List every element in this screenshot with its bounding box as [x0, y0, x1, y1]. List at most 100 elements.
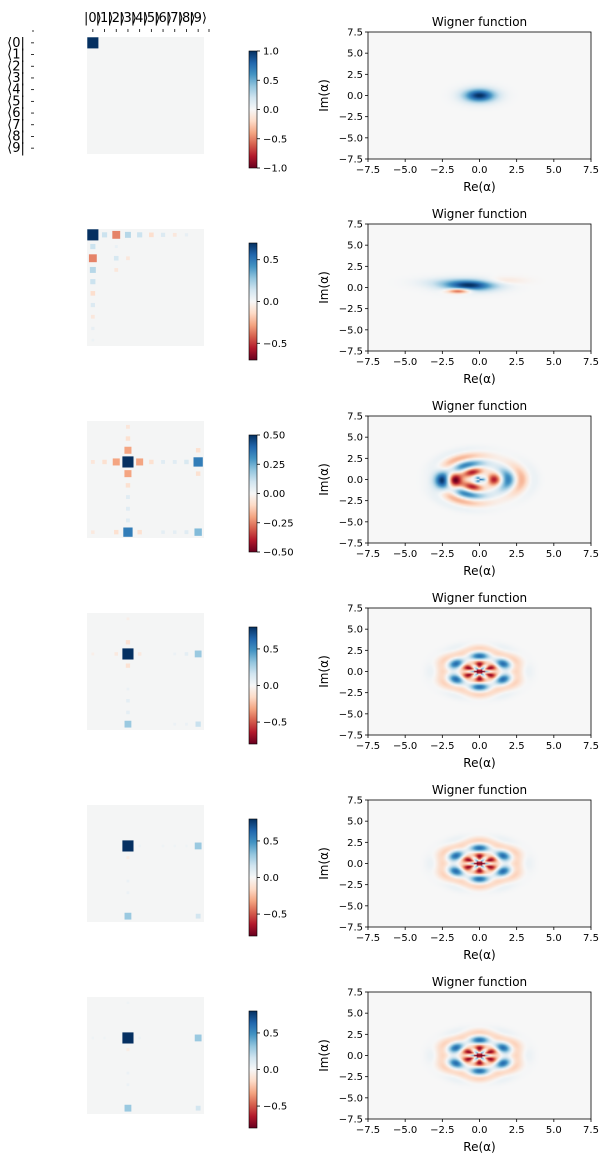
y-tick-label: 2.5 [347, 262, 363, 273]
bra-label: ⟨3| [7, 71, 25, 86]
hinton-square [124, 470, 132, 478]
bra-label: ⟨9| [7, 141, 25, 156]
x-tick-label: −5.0 [393, 165, 417, 176]
y-tick-label: 0.0 [347, 91, 363, 102]
wigner-xlabel: Re(α) [463, 180, 495, 194]
colorbar-tick-label: −1.0 [263, 164, 287, 175]
wigner-title: Wigner function [432, 975, 527, 989]
hinton-square [185, 844, 188, 848]
colorbar-tick-label: −0.5 [263, 718, 287, 729]
y-tick-label: 5.0 [347, 625, 363, 636]
hinton-square [126, 495, 130, 499]
y-tick-label: −7.5 [339, 539, 363, 550]
hinton-square [90, 291, 96, 296]
x-tick-label: 0.0 [472, 1125, 488, 1136]
wigner-plot: Wigner function Re(α) Im(α) −7.5 −5.0 −2.5 0.0… [317, 975, 599, 1154]
wigner-ylabel: Im(α) [317, 1039, 331, 1072]
colorbar-tick-label: 0.5 [263, 255, 279, 266]
ket-label: |3⟩ [119, 11, 137, 26]
colorbar-tick-label: −0.50 [263, 548, 294, 559]
hinton-square [126, 424, 130, 429]
hinton-square [125, 436, 131, 441]
x-tick-label: −2.5 [430, 165, 454, 176]
x-tick-label: −2.5 [430, 549, 454, 560]
x-tick-label: 7.5 [583, 357, 599, 368]
ket-label: |5⟩ [142, 11, 160, 26]
colorbar: 0.5 0.0 −0.5 [248, 1010, 287, 1129]
y-tick-label: −5.0 [339, 325, 363, 336]
colorbar-tick-label: 0.0 [263, 873, 279, 884]
hinton-square [89, 266, 96, 273]
ket-label: |7⟩ [166, 11, 184, 26]
x-tick-label: −2.5 [430, 1125, 454, 1136]
hinton-square [184, 233, 189, 237]
hinton-square [91, 530, 95, 534]
y-tick-label: −7.5 [339, 923, 363, 934]
ket-label: |8⟩ [178, 11, 196, 26]
y-tick-label: 7.5 [347, 988, 363, 999]
wigner-title: Wigner function [432, 15, 527, 29]
hinton-square [126, 256, 130, 261]
hinton-square [103, 1036, 106, 1040]
wigner-plot: Wigner function Re(α) Im(α) −7.5 −5.0 −2.5 0.0… [317, 591, 599, 770]
y-tick-label: 7.5 [347, 604, 363, 615]
bra-label: ⟨1| [7, 48, 25, 63]
x-tick-label: 7.5 [583, 165, 599, 176]
hinton-square [184, 530, 189, 535]
hinton-square [193, 457, 203, 467]
y-tick-label: 5.0 [347, 49, 363, 60]
hinton-square [195, 1105, 201, 1111]
y-tick-label: −2.5 [339, 688, 363, 699]
x-tick-label: 2.5 [509, 549, 525, 560]
hinton-square [195, 471, 201, 476]
hinton-square [91, 652, 95, 656]
hinton-square [185, 722, 188, 726]
hinton-square [126, 1071, 130, 1075]
x-tick-label: 2.5 [509, 1125, 525, 1136]
hinton-square [126, 617, 130, 621]
x-tick-label: 2.5 [509, 357, 525, 368]
density-matrix-hinton [87, 421, 204, 538]
y-tick-label: 5.0 [347, 1009, 363, 1020]
y-tick-label: −5.0 [339, 901, 363, 912]
hinton-square [126, 698, 130, 703]
y-tick-label: −7.5 [339, 1115, 363, 1126]
colorbar-tick-label: 0.0 [263, 1065, 279, 1076]
colorbar-tick-label: 0.5 [263, 76, 279, 87]
x-tick-label: −5.0 [393, 741, 417, 752]
hinton-square [138, 1036, 141, 1040]
colorbar-tick-label: 0.5 [263, 836, 279, 847]
colorbar-tick-label: −0.5 [263, 339, 287, 350]
bra-label: ⟨4| [7, 83, 25, 98]
hinton-square [126, 891, 130, 895]
colorbar-tick-label: 0.5 [263, 644, 279, 655]
hinton-square [90, 314, 95, 319]
wigner-image [368, 416, 591, 543]
hinton-background [87, 229, 204, 346]
hinton-square [90, 279, 96, 285]
wigner-xlabel: Re(α) [463, 948, 495, 962]
x-tick-label: 0.0 [472, 165, 488, 176]
hinton-background [87, 421, 204, 538]
x-tick-label: 7.5 [583, 741, 599, 752]
x-tick-label: −5.0 [393, 357, 417, 368]
hinton-square [101, 232, 108, 238]
x-tick-label: 5.0 [546, 549, 562, 560]
x-tick-label: −5.0 [393, 933, 417, 944]
wigner-title: Wigner function [432, 399, 527, 413]
hinton-background [87, 613, 204, 730]
colorbar-gradient [248, 818, 258, 937]
x-tick-label: −7.5 [356, 357, 380, 368]
y-tick-label: −2.5 [339, 112, 363, 123]
colorbar-gradient [248, 626, 258, 745]
hinton-square [90, 302, 95, 308]
hinton-square [126, 518, 130, 523]
hinton-square [194, 528, 202, 536]
hinton-square [173, 722, 177, 726]
density-matrix-hinton [87, 37, 204, 154]
density-matrix-hinton [87, 805, 204, 922]
hinton-square [123, 527, 133, 537]
bra-label: ⟨5| [7, 94, 25, 109]
hinton-background [87, 37, 204, 154]
hinton-square [194, 650, 202, 658]
